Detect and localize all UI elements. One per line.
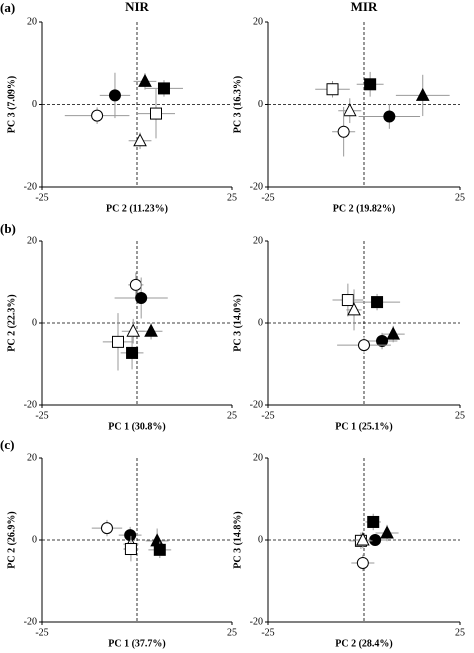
y-tick-label: 0 [32,534,37,545]
plot: -20 0 20 -25 25 PC 1 (30.8%) PC 2 (22.3%) [6,235,237,432]
y-tick-label: 20 [253,16,263,27]
x-tick-label: 25 [227,410,237,421]
marker [326,83,339,96]
marker [153,543,166,556]
marker [347,302,361,316]
marker [129,278,142,291]
x-tick-label: -25 [261,410,274,421]
marker [144,323,158,337]
panel-label: (c) [0,437,14,452]
panel-label: (b) [0,221,16,236]
panel-label: (a) [0,0,15,15]
y-axis-label: PC 3 (14.0%) [232,294,243,352]
plot: -20 0 20 -25 25 PC 1 (25.1%) PC 3 (14.0%) [232,235,465,432]
y-tick-label: 0 [32,99,37,110]
marker [364,78,377,91]
y-tick-label: -20 [24,181,37,192]
marker [100,522,113,535]
marker [367,515,380,528]
marker [138,73,152,87]
x-tick-label: 25 [455,627,465,638]
x-tick-label: 25 [455,410,465,421]
x-tick-label: -25 [261,192,274,203]
marker [358,339,370,352]
marker [124,543,137,556]
x-axis-label: PC 1 (30.8%) [108,421,166,432]
x-tick-label: -25 [35,192,48,203]
x-axis-label: PC 2 (19.82%) [333,203,396,214]
marker [157,82,170,95]
x-tick-label: 25 [455,192,465,203]
y-tick-label: 20 [27,235,37,246]
marker [108,89,121,102]
y-axis-label: PC 3 (7.09%) [6,76,17,134]
y-tick-label: -20 [250,616,263,627]
marker [380,525,394,539]
y-tick-label: -20 [250,181,263,192]
marker [356,556,369,569]
marker [112,335,124,348]
marker [91,109,104,122]
marker [371,296,384,309]
column-title: MIR [351,0,378,14]
y-tick-label: -20 [250,399,263,410]
x-tick-label: -25 [35,410,48,421]
y-tick-label: 0 [258,317,263,328]
y-tick-label: 0 [32,317,37,328]
marker [126,346,139,359]
y-axis-label: PC 3 (14.8%) [232,511,243,569]
marker [356,532,370,546]
marker [369,534,382,546]
y-tick-label: 20 [27,452,37,463]
plot: -20 0 20 -25 25 PC 2 (19.82%) PC 3 (16.3%) [232,16,465,214]
marker [376,335,389,348]
marker [386,326,401,340]
marker [337,125,350,138]
plot: -20 0 20 -25 25 PC 2 (28.4%) PC 3 (14.8%) [232,452,465,649]
y-axis-label: PC 2 (26.9%) [6,511,17,569]
x-axis-label: PC 2 (11.23%) [106,203,168,214]
y-tick-label: 20 [253,452,263,463]
y-tick-label: -20 [24,616,37,627]
marker [150,107,162,120]
column-title: NIR [125,0,149,14]
y-axis-label: PC 3 (16.3%) [232,76,243,134]
y-tick-label: 20 [253,235,263,246]
x-axis-label: PC 1 (25.1%) [335,421,393,432]
x-tick-label: 25 [227,627,237,638]
marker [135,291,148,304]
y-tick-label: 0 [258,534,263,545]
x-axis-label: PC 2 (28.4%) [335,638,393,649]
marker [415,87,430,101]
plot: -20 0 20 -25 25 PC 2 (11.23%) PC 3 (7.09%) [6,16,237,214]
plot: -20 0 20 -25 25 PC 1 (37.7%) PC 2 (26.9%) [6,452,237,649]
y-tick-label: 0 [258,99,263,110]
marker [341,294,354,307]
marker [342,103,357,117]
marker [126,323,141,337]
x-axis-label: PC 1 (37.7%) [108,638,166,649]
x-tick-label: -25 [35,627,48,638]
marker [133,133,147,147]
y-tick-label: 20 [27,16,37,27]
x-tick-label: 25 [227,192,237,203]
marker [383,110,396,123]
y-axis-label: PC 2 (22.3%) [6,294,17,352]
x-tick-label: -25 [261,627,274,638]
y-tick-label: -20 [24,399,37,410]
